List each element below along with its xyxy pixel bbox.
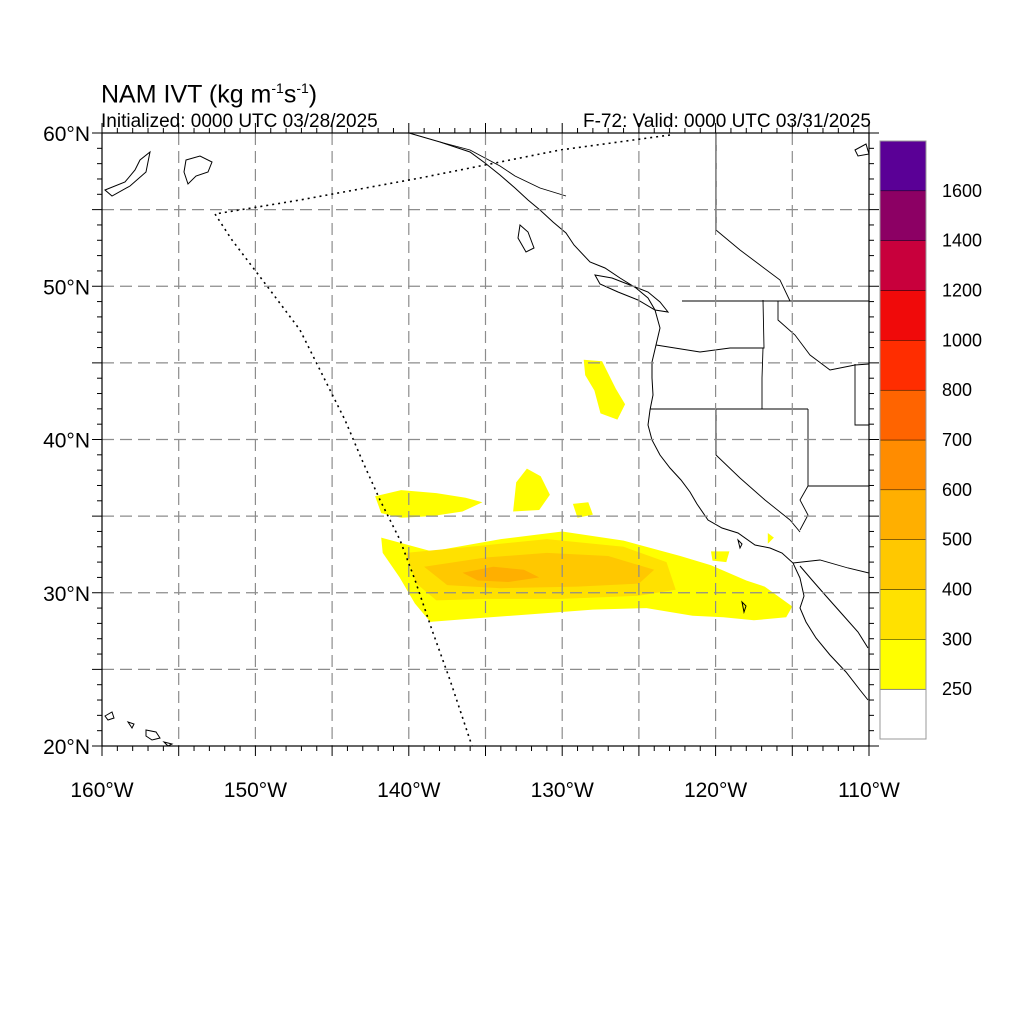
colorbar-box (879, 340, 927, 391)
colorbar-label: 1200 (942, 281, 982, 301)
lat-label: 20°N (43, 736, 90, 759)
ivt-region-8 (711, 551, 730, 563)
colorbar-box (879, 140, 927, 192)
colorbar-box (879, 539, 927, 590)
colorbar-frame (879, 140, 927, 740)
nevada-border (715, 409, 801, 533)
hawaii-islands (104, 711, 174, 746)
colorbar: 250 300 400 500 600 700 800 1000 1200 1400 1600 (879, 140, 982, 740)
lon-label: 130°W (531, 779, 594, 802)
colorbar-label: 400 (942, 580, 972, 600)
channel-islands (737, 538, 747, 614)
mexico-us-border (792, 559, 869, 574)
colorbar-label: 1400 (942, 231, 982, 251)
axis-labels-layer: 60°N 50°N 40°N 30°N 20°N 160°W 150°W 140°W 130°W… (43, 123, 900, 802)
ivt-region-3 (462, 566, 540, 582)
colorbar-box (879, 489, 927, 540)
montana-wyoming-border (854, 364, 869, 426)
washington-oregon-border (655, 299, 765, 353)
title-prefix: NAM IVT (kg m (101, 80, 272, 109)
lon-label: 160°W (70, 779, 133, 802)
chart-title: NAM IVT (kg m-1s-1) (101, 72, 317, 110)
vancouver-island (594, 274, 670, 313)
valid-time: F-72: Valid: 0000 UTC 03/31/2025 (583, 111, 871, 132)
lat-label: 30°N (43, 583, 90, 606)
colorbar-box (879, 688, 927, 740)
title-mid: s (283, 80, 297, 109)
colorbar-box (879, 190, 927, 241)
colorbar-label: 1000 (942, 330, 982, 350)
colorbar-box (879, 639, 927, 690)
ivt-region-5 (513, 468, 550, 512)
title-exponent-2: -1 (296, 80, 309, 96)
ivt-shading-layer (375, 359, 793, 622)
axis-ticks-layer (92, 123, 879, 756)
lon-label: 140°W (377, 779, 440, 802)
ivt-region-4 (375, 490, 483, 518)
haida-gwaii (517, 224, 535, 253)
initialized-time: Initialized: 0000 UTC 03/28/2025 (101, 111, 378, 132)
lat-label: 50°N (43, 276, 90, 299)
utah-arizona-border (799, 409, 869, 531)
lon-label: 150°W (224, 779, 287, 802)
idaho-border (761, 301, 869, 409)
colorbar-box (879, 240, 927, 291)
ivt-region-7 (583, 359, 626, 420)
colorbar-label: 250 (942, 679, 972, 699)
colorbar-label: 1600 (942, 181, 982, 201)
lon-label: 110°W (838, 779, 900, 802)
dashed-grid-layer (102, 133, 869, 746)
colorbar-box (879, 589, 927, 640)
alaska-canada-border (439, 141, 567, 197)
coastline-layer (104, 133, 869, 746)
lat-label: 60°N (43, 123, 90, 146)
colorbar-label: 300 (942, 629, 972, 649)
ivt-region-6 (572, 502, 593, 518)
colorbar-box (879, 290, 927, 341)
colorbar-box (879, 389, 927, 441)
nam-domain-boundary (213, 134, 671, 747)
colorbar-label: 600 (942, 480, 972, 500)
colorbar-label: 700 (942, 430, 972, 450)
yukon-border (715, 133, 791, 302)
ivt-region-9 (767, 533, 774, 544)
colorbar-box (879, 439, 927, 491)
lat-label: 40°N (43, 430, 90, 453)
title-exponent-1: -1 (271, 80, 284, 96)
north-america-coastline (408, 133, 869, 701)
baja-gulf-coastline (799, 565, 869, 649)
lon-label: 120°W (684, 779, 747, 802)
alaska-islands (104, 143, 869, 197)
colorbar-label: 500 (942, 530, 972, 550)
title-suffix: ) (308, 80, 318, 109)
colorbar-label: 800 (942, 380, 972, 400)
